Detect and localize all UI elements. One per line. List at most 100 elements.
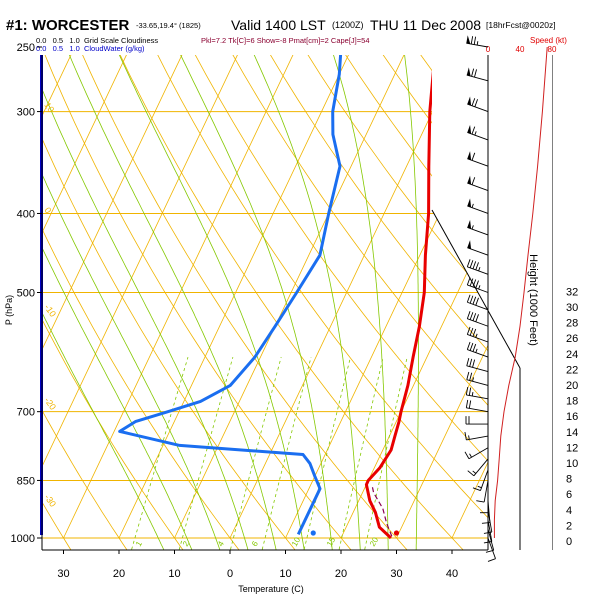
temperature-tick-label: 10 <box>279 568 291 580</box>
height-tick-label: 26 <box>566 333 578 345</box>
wind-barb <box>466 35 489 48</box>
moist-adiabat <box>404 55 419 550</box>
axes: 100-10-20-300102030124610152025030040050… <box>11 42 579 580</box>
moist-adiabat <box>118 55 305 550</box>
wind-panel-mask <box>432 55 552 550</box>
pressure-tick-label: 300 <box>17 107 35 119</box>
isotherm-label: 0 <box>42 205 53 215</box>
mixing-ratio-label: 2 <box>181 539 191 548</box>
wind-barb <box>464 431 489 441</box>
wind-speed-profile <box>493 46 548 538</box>
wind-barb <box>467 96 489 112</box>
isotherm <box>174 55 405 539</box>
pressure-tick-label: 850 <box>17 475 35 487</box>
isotherm <box>340 227 488 539</box>
moist-adiabat <box>180 55 333 550</box>
speed-tick-0: 0 <box>486 45 491 54</box>
wind-barb <box>487 537 496 562</box>
dry-adiabat <box>42 501 72 550</box>
temperature-tick-label: 20 <box>335 568 347 580</box>
thermo-grid <box>0 17 488 556</box>
panel-boundary <box>431 209 521 369</box>
wind-barb <box>466 371 489 386</box>
dry-adiabat <box>119 55 464 550</box>
mixing-ratio-label: 4 <box>216 539 226 548</box>
moist-adiabat <box>42 173 221 550</box>
moist-adiabat <box>333 55 389 550</box>
wind-barb <box>465 387 489 400</box>
wind-panel <box>431 35 552 562</box>
isotherm-label: 10 <box>42 100 56 114</box>
dry-adiabat <box>157 55 488 519</box>
forecast-info: [18hrFcst@0020z] <box>486 20 556 30</box>
dry-adiabat <box>42 409 128 550</box>
mixing-ratio-line <box>131 356 189 550</box>
temperature-tick-label: 30 <box>57 568 69 580</box>
height-tick-label: 2 <box>566 520 572 532</box>
wind-barb <box>466 277 489 293</box>
dry-adiabat <box>82 55 408 550</box>
height-tick-label: 14 <box>566 427 578 439</box>
isotherm <box>63 55 294 539</box>
dry-adiabat <box>307 55 488 299</box>
height-tick-label: 32 <box>566 286 578 298</box>
dry-adiabat <box>42 137 296 550</box>
dry-adiabat <box>0 18 18 556</box>
mixing-ratio-label: 6 <box>250 539 260 548</box>
isotherm <box>396 344 488 539</box>
mixing-ratio-label: 15 <box>325 535 338 548</box>
wind-barb <box>466 341 489 358</box>
dry-adiabat <box>42 227 240 550</box>
isotherm <box>0 17 33 538</box>
x-axis-title: Temperature (C) <box>238 584 304 594</box>
wind-barb <box>466 326 489 343</box>
dewpoint-profile <box>118 55 343 536</box>
temperature-tick-label: 30 <box>390 568 402 580</box>
isotherm-label: -20 <box>42 395 58 411</box>
isotherm <box>285 110 488 539</box>
temperature-tick-label: 10 <box>168 568 180 580</box>
mixing-ratio-label: 1 <box>134 539 144 548</box>
speed-label: Speed (kt) <box>530 36 567 45</box>
isotherm <box>42 55 72 117</box>
moist-adiabat <box>42 311 165 550</box>
mixing-ratio-line <box>364 357 408 550</box>
wind-barb <box>467 219 489 236</box>
moist-adiabat <box>42 87 249 550</box>
height-tick-label: 6 <box>566 489 572 501</box>
wind-barb <box>465 399 489 413</box>
wind-barb <box>467 458 489 477</box>
profiles <box>118 55 437 540</box>
moist-adiabat <box>42 246 193 550</box>
mixing-ratio-label: 20 <box>368 535 381 548</box>
wind-barb <box>467 175 489 192</box>
height-axis-title: Height (1000 Feet) <box>527 254 539 346</box>
isotherm <box>42 55 183 351</box>
height-tick-label: 10 <box>566 458 578 470</box>
surface-markers <box>310 530 400 536</box>
height-tick-label: 8 <box>566 474 572 486</box>
wind-barb <box>467 198 489 214</box>
height-tick-label: 16 <box>566 411 578 423</box>
wind-barb <box>466 294 489 311</box>
temperature-tick-label: 20 <box>113 568 125 580</box>
height-tick-label: 0 <box>566 536 572 548</box>
valid-time: Valid 1400 LST <box>231 17 326 33</box>
mixing-ratio-line <box>338 357 384 550</box>
height-tick-label: 20 <box>566 380 578 392</box>
y-axis-title: P (hPa) <box>4 295 14 325</box>
temperature-tick-label: 0 <box>227 568 233 580</box>
height-tick-label: 24 <box>566 349 578 361</box>
surface-temperature-dot <box>393 530 400 536</box>
pressure-tick-label: 250 <box>17 42 35 54</box>
temperature-profile <box>364 55 437 540</box>
mixing-ratio-line <box>178 356 234 550</box>
isotherm-label: -10 <box>42 302 58 318</box>
utc-time: (1200Z) <box>332 20 364 30</box>
forecast-date: THU 11 Dec 2008 <box>370 17 481 33</box>
pressure-tick-label: 1000 <box>11 533 35 545</box>
mixing-ratio-line <box>303 357 351 550</box>
height-tick-label: 4 <box>566 505 572 517</box>
pressure-tick-label: 400 <box>17 208 35 220</box>
